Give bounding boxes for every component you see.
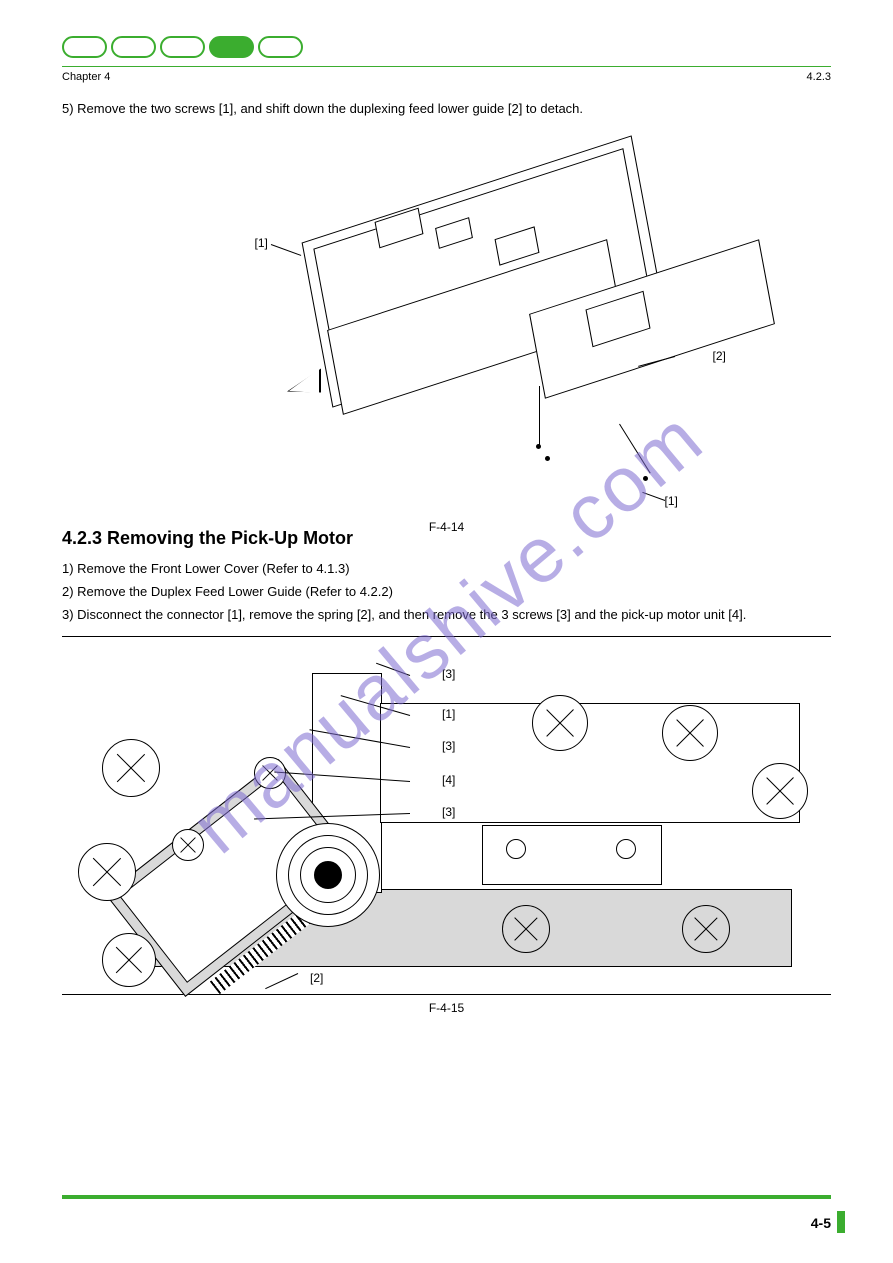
fig2-callout-3b: [3] [442,739,455,753]
step-1-line-2: 2) Remove the Duplex Feed Lower Guide (R… [62,584,831,599]
header-tabs [62,36,831,58]
figure-1-number: F-4-14 [167,520,727,534]
header-rule [62,66,831,67]
footer-mark-icon [837,1211,845,1233]
fig1-callout-2: [2] [713,349,726,363]
fig2-callout-3c: [3] [442,805,455,819]
chapter-right: 4.2.3 [807,71,831,83]
fig2-callout-4: [4] [442,773,455,787]
step-1-line-3: 3) Disconnect the connector [1], remove … [62,607,831,622]
figure-2-bottom-rule [62,994,831,995]
page-number: 4-5 [811,1215,831,1231]
step-5-text: 5) Remove the two screws [1], and shift … [62,101,831,116]
tab-2[interactable] [111,36,156,58]
fig1-callout-1: [1] [255,236,268,250]
fig1-callout-1b: [1] [665,494,678,508]
fig2-callout-2: [2] [310,971,323,985]
step-1-line-1: 1) Remove the Front Lower Cover (Refer t… [62,561,831,576]
chapter-bar: Chapter 4 4.2.3 [62,71,831,83]
fig2-callout-1: [1] [442,707,455,721]
figure-2: [3] [1] [3] [4] [3] [2] [62,643,822,988]
tab-1[interactable] [62,36,107,58]
footer-rule [62,1195,831,1199]
tab-4-active[interactable] [209,36,254,58]
tab-3[interactable] [160,36,205,58]
chapter-left: Chapter 4 [62,71,110,83]
fig2-callout-3a: [3] [442,667,455,681]
figure-2-top-rule [62,636,831,637]
figure-1: [1] [2] [1] F-4-14 [167,124,727,514]
tab-5[interactable] [258,36,303,58]
figure-2-number: F-4-15 [62,1001,831,1015]
